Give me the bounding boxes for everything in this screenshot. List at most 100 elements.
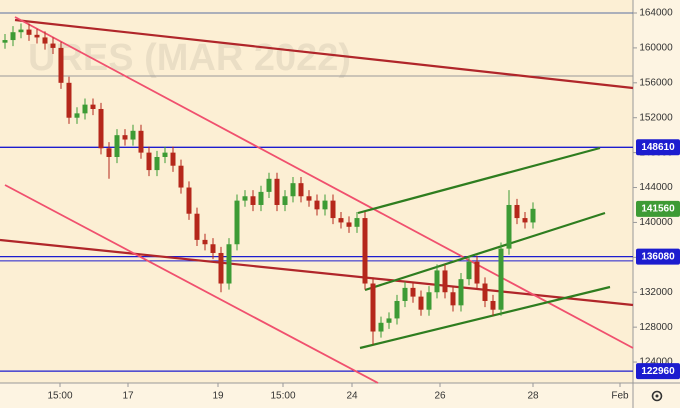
- candle-body: [18, 29, 24, 33]
- candle-body: [530, 208, 536, 223]
- candle-body: [474, 261, 480, 284]
- x-tick-label: 15:00: [270, 391, 295, 402]
- candle-body: [386, 318, 392, 323]
- candle-body: [378, 322, 384, 332]
- y-tick-label: 164000: [639, 8, 673, 19]
- candle-body: [170, 152, 176, 166]
- candle-body: [410, 287, 416, 297]
- candle-body: [218, 252, 224, 284]
- candle-body: [314, 200, 320, 210]
- trend-line: [357, 146, 601, 215]
- y-tick-label: 152000: [639, 112, 673, 123]
- y-tick-label: 144000: [639, 182, 673, 193]
- candle-body: [162, 152, 168, 157]
- candle-body: [450, 292, 456, 306]
- candle-body: [2, 40, 8, 43]
- candle-body: [282, 196, 288, 205]
- candle-body: [10, 32, 16, 41]
- candle-body: [346, 222, 352, 227]
- candle-body: [514, 204, 520, 219]
- candle-body: [66, 82, 72, 118]
- y-tick-label: 132000: [639, 287, 673, 298]
- gear-center: [655, 394, 659, 398]
- candle-body: [194, 213, 200, 240]
- candle-body: [146, 152, 152, 171]
- x-tick-label: 24: [346, 391, 358, 402]
- candle-body: [226, 244, 232, 284]
- candle-body: [234, 200, 240, 245]
- candle-body: [434, 270, 440, 293]
- trend-line: [14, 16, 634, 349]
- gear-icon[interactable]: [651, 390, 663, 402]
- price-label-box: [636, 248, 680, 265]
- candle-body: [114, 135, 120, 157]
- candle-body: [442, 270, 448, 293]
- price-label: 148610: [641, 142, 675, 153]
- price-label-box: [636, 139, 680, 156]
- price-label: 136080: [641, 251, 675, 262]
- candle-body: [74, 113, 80, 118]
- trend-line: [14, 18, 634, 90]
- x-tick-label: 26: [434, 391, 446, 402]
- price-label-box: [636, 200, 680, 217]
- candle-body: [242, 196, 248, 201]
- candle-body: [274, 178, 280, 205]
- candle-body: [178, 165, 184, 188]
- candle-body: [210, 244, 216, 253]
- candle-body: [402, 287, 408, 301]
- candle-body: [82, 104, 88, 114]
- candle-body: [122, 135, 128, 140]
- watermark: URES (MAR 2022): [28, 37, 351, 79]
- settings-button[interactable]: [651, 390, 663, 402]
- candle-body: [466, 261, 472, 280]
- candle-body: [34, 34, 40, 38]
- x-tick-label: 28: [527, 391, 539, 402]
- x-tick-label: 17: [122, 391, 134, 402]
- price-label-box: [636, 363, 680, 380]
- price-label: 141560: [641, 203, 675, 214]
- y-tick-label: 124000: [639, 357, 673, 368]
- trend-line: [0, 238, 634, 307]
- trend-line: [4, 184, 379, 384]
- candle-body: [266, 178, 272, 192]
- y-tick-label: 128000: [639, 322, 673, 333]
- x-tick-label: 15:00: [47, 391, 72, 402]
- trend-lines: [0, 16, 634, 384]
- candle-body: [250, 196, 256, 205]
- candle-body: [458, 279, 464, 306]
- candle-body: [330, 200, 336, 219]
- candle-body: [138, 130, 144, 153]
- trend-line: [364, 211, 606, 292]
- candle-body: [50, 43, 56, 48]
- candle-body: [338, 218, 344, 223]
- candle-body: [506, 204, 512, 249]
- candle-body: [426, 292, 432, 310]
- candle-body: [42, 37, 48, 44]
- price-label: 122960: [641, 366, 675, 377]
- trend-line: [359, 285, 611, 350]
- candle-body: [154, 156, 160, 171]
- candle-body: [130, 130, 136, 140]
- y-tick-label: 160000: [639, 43, 673, 54]
- candle-body: [490, 300, 496, 310]
- candle-body: [322, 200, 328, 210]
- candle-body: [394, 300, 400, 319]
- candle-body: [258, 191, 264, 205]
- candle-body: [98, 108, 104, 149]
- candle-body: [370, 283, 376, 332]
- candle-body: [362, 218, 368, 284]
- candle-body: [418, 296, 424, 310]
- candle-body: [498, 248, 504, 310]
- candle-body: [290, 183, 296, 197]
- x-tick-label: 19: [212, 391, 224, 402]
- x-tick-label: Feb: [611, 391, 629, 402]
- candle-body: [26, 29, 32, 35]
- candle-body: [186, 187, 192, 214]
- candle-body: [298, 183, 304, 197]
- time-axis-bg: [0, 383, 680, 408]
- candle-body: [90, 104, 96, 109]
- candle-body: [106, 148, 112, 157]
- y-tick-label: 140000: [639, 217, 673, 228]
